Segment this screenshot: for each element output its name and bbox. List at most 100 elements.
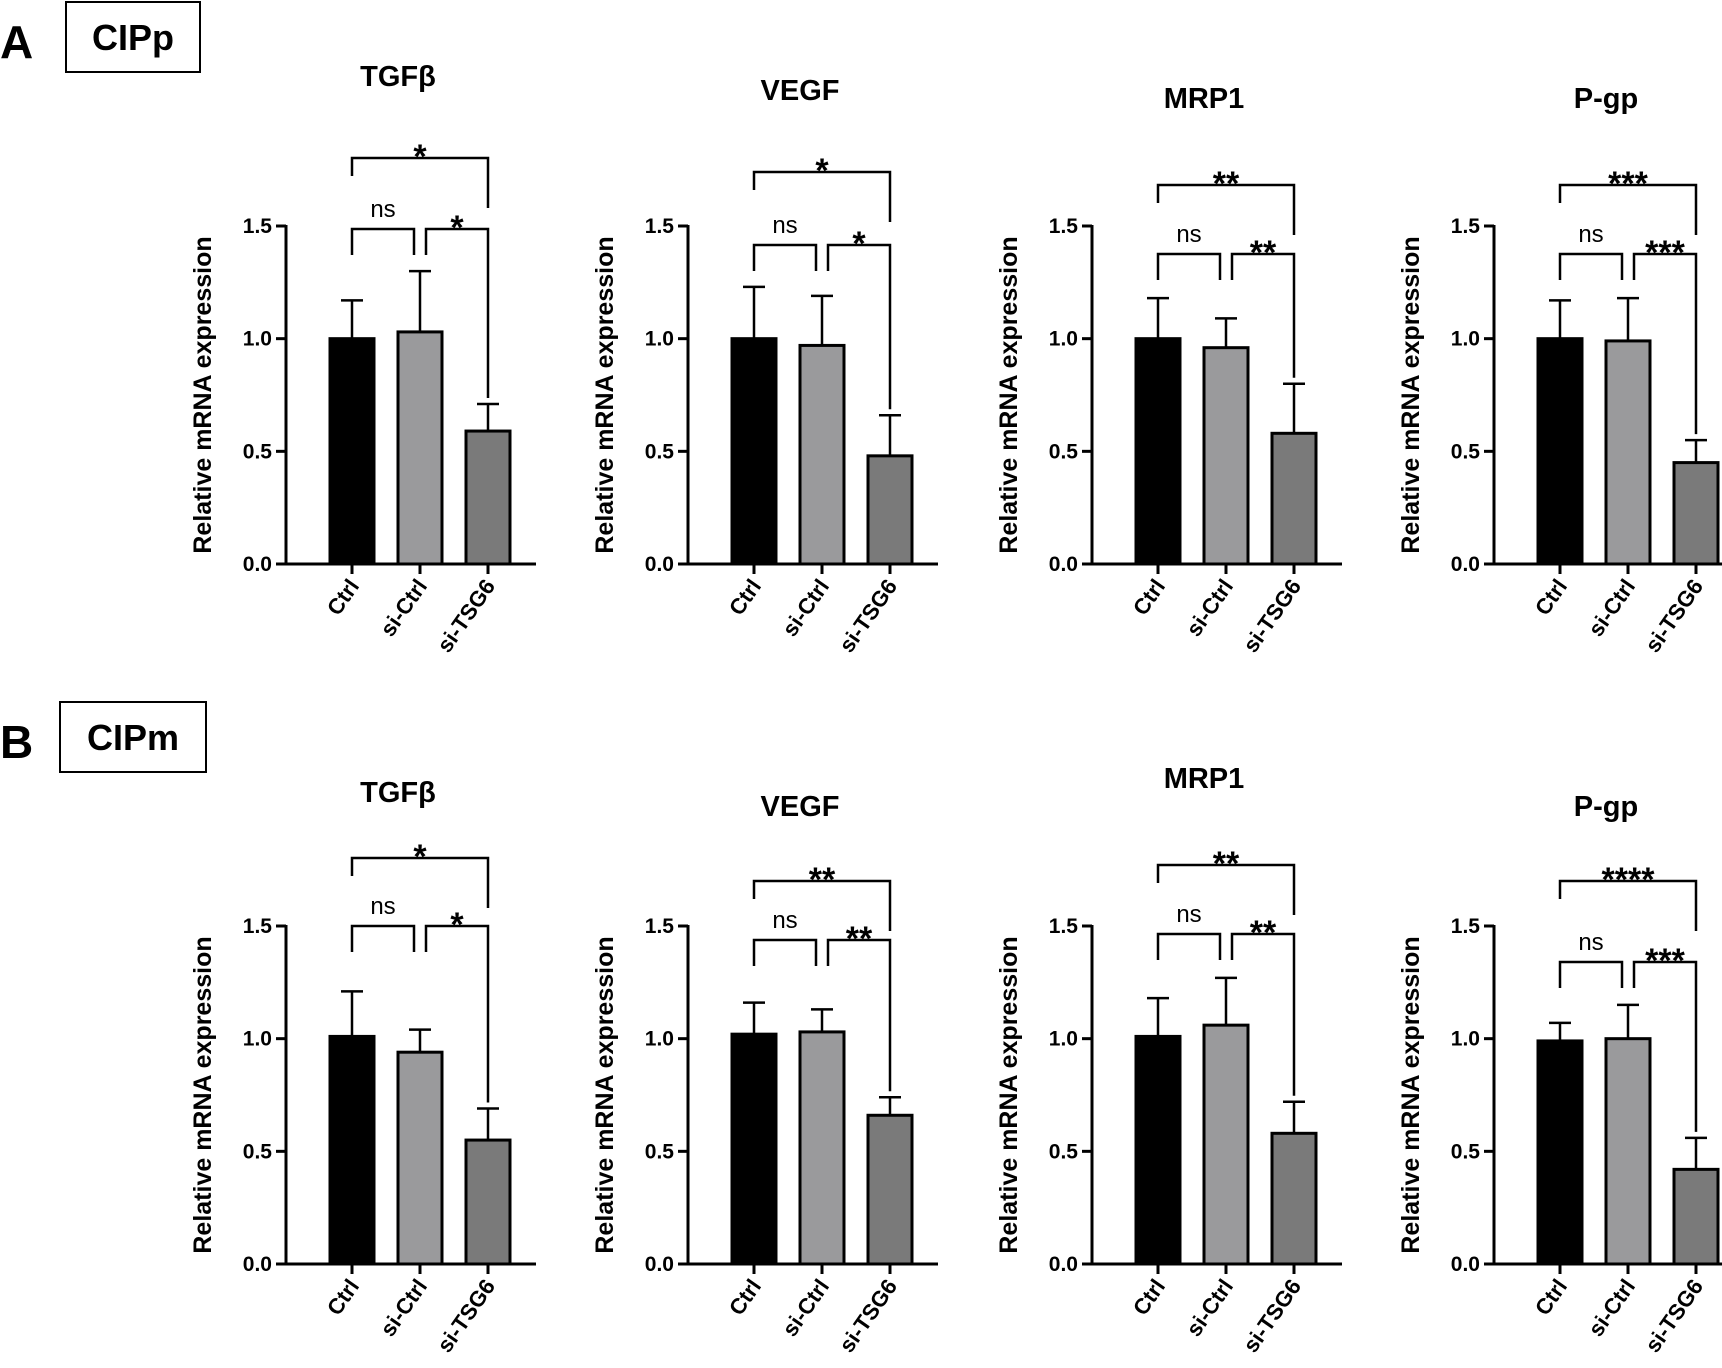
chart-title: TGFβ [360,777,436,809]
x-category-label: si-TSG6 [834,1275,902,1357]
chart-panel-a-tgf: TGFβ Relative mRNA expression 0.0 0.5 1.0 1.5… [189,61,536,657]
section-a-letter: A [0,16,33,68]
y-axis-label: Relative mRNA expression [591,936,619,1253]
y-tick-label: 0.0 [645,553,674,576]
significance-label-stars: ** [809,861,836,899]
y-tick-label: 0.5 [1451,1140,1481,1163]
bar-ctrl [328,337,376,566]
bar-ctrl [1536,1039,1584,1266]
chart-panel-a-pgp: P-gp Relative mRNA expression 0.0 0.5 1.0 1.5… [1397,83,1722,657]
significance-label-stars: * [413,838,427,876]
y-axis-label: Relative mRNA expression [995,936,1023,1253]
y-axis-label: Relative mRNA expression [995,236,1023,553]
bar-ctrl [1134,337,1182,566]
chart-panel-a-vegf: VEGF Relative mRNA expression 0.0 0.5 1.0 1.5… [591,75,938,657]
significance-bracket-sictrl-vs-sitsg6 [826,938,892,1092]
chart-title: VEGF [761,791,840,823]
x-category-label: Ctrl [1128,1275,1170,1320]
x-category-label: si-TSG6 [1640,575,1708,657]
y-tick-label: 0.5 [243,440,273,463]
y-tick-label: 1.5 [645,915,675,938]
y-tick-label: 0.0 [243,1253,272,1276]
bar-si-ctrl [396,1050,444,1266]
x-category-label: si-Ctrl [1181,1275,1238,1341]
y-axis-label: Relative mRNA expression [189,936,217,1253]
significance-bracket-ctrl-vs-sitsg6 [752,170,892,222]
chart-title: MRP1 [1164,83,1245,115]
y-tick-label: 0.5 [1049,440,1079,463]
section-b-letter: B [0,716,33,768]
x-category-label: si-TSG6 [1640,1275,1708,1357]
significance-bracket-ctrl-vs-sictrl [1156,252,1222,280]
chart-title: VEGF [761,75,840,107]
chart-panel-b-mrp1: MRP1 Relative mRNA expression 0.0 0.5 1.0 1.5… [995,763,1342,1357]
y-tick-label: 0.0 [1049,1253,1078,1276]
section-a-box [65,1,201,73]
x-category-label: si-Ctrl [1583,575,1640,641]
y-tick-label: 0.0 [1451,1253,1480,1276]
chart-title: P-gp [1574,791,1638,823]
significance-bracket-ctrl-vs-sictrl [1156,932,1222,960]
bar-si-ctrl [1202,1023,1250,1266]
y-tick-label: 0.5 [645,440,675,463]
section-a-label: CIPp [92,17,174,58]
bar-si-tsg6 [1672,1167,1720,1266]
x-category-label: si-Ctrl [375,575,432,641]
x-category-label: si-Ctrl [375,1275,432,1341]
significance-label-stars: *** [1608,165,1648,203]
significance-bracket-sictrl-vs-sitsg6 [826,243,892,410]
x-category-label: Ctrl [724,1275,766,1320]
significance-bracket-ctrl-vs-sitsg6 [1558,183,1698,235]
significance-bracket-ctrl-vs-sictrl [752,243,818,271]
significance-bracket-ctrl-vs-sitsg6 [1156,863,1296,915]
x-category-label: Ctrl [322,1275,364,1320]
y-tick-label: 0.0 [243,553,272,576]
bar-si-ctrl [1604,339,1652,566]
significance-label-stars: *** [1645,942,1685,980]
significance-bracket-ctrl-vs-sictrl [1558,252,1624,280]
x-category-label: si-Ctrl [1583,1275,1640,1341]
x-category-label: si-TSG6 [834,575,902,657]
y-tick-label: 1.5 [645,215,675,238]
x-category-label: si-TSG6 [432,575,500,657]
significance-bracket-ctrl-vs-sitsg6 [752,879,892,931]
significance-bracket-sictrl-vs-sitsg6 [1230,252,1296,378]
bar-si-tsg6 [1672,461,1720,566]
chart-panel-b-pgp: P-gp Relative mRNA expression 0.0 0.5 1.0 1.5… [1397,791,1722,1357]
bar-si-tsg6 [1270,431,1318,566]
y-tick-label: 0.0 [1049,553,1078,576]
section-b-box [59,701,207,773]
y-axis-label: Relative mRNA expression [1397,236,1425,553]
y-tick-label: 1.0 [1049,1028,1078,1051]
y-tick-label: 1.0 [1049,328,1078,351]
y-tick-label: 1.0 [645,328,674,351]
y-tick-label: 0.5 [1451,440,1481,463]
significance-bracket-ctrl-vs-sitsg6 [350,856,490,908]
y-tick-label: 1.5 [1049,215,1079,238]
bar-si-tsg6 [866,1113,914,1266]
y-tick-label: 1.5 [243,215,273,238]
significance-label-ns: ns [772,212,797,239]
significance-label-stars: * [450,906,464,944]
significance-bracket-sictrl-vs-sitsg6 [424,227,490,399]
bar-si-ctrl [798,343,846,566]
significance-label-stars: * [450,209,464,247]
y-tick-label: 1.5 [1451,915,1481,938]
significance-label-stars: ** [1213,845,1240,883]
x-category-label: Ctrl [724,575,766,620]
significance-label-stars: * [815,152,829,190]
significance-label-ns: ns [370,196,395,223]
y-axis-label: Relative mRNA expression [1397,936,1425,1253]
x-category-label: si-Ctrl [777,575,834,641]
significance-label-stars: ** [1250,234,1277,272]
significance-label-stars: **** [1602,861,1656,899]
significance-bracket-ctrl-vs-sictrl [350,227,416,255]
y-tick-label: 0.5 [645,1140,675,1163]
x-category-label: si-TSG6 [1238,575,1306,657]
bar-ctrl [1536,337,1584,566]
significance-label-stars: ** [1213,165,1240,203]
y-tick-label: 1.0 [645,1028,674,1051]
significance-label-ns: ns [370,893,395,920]
significance-label-ns: ns [1578,929,1603,956]
